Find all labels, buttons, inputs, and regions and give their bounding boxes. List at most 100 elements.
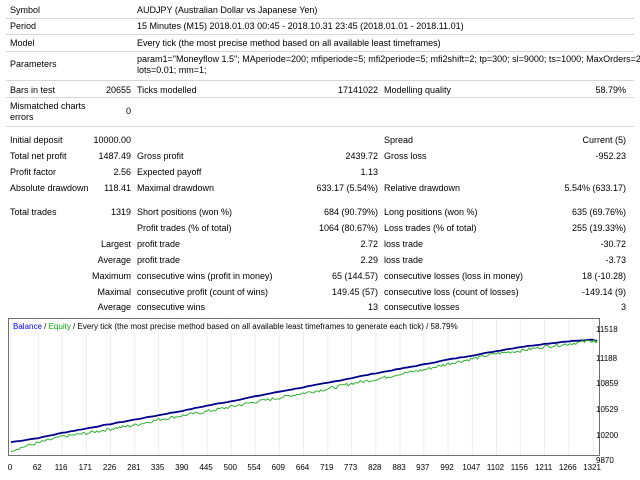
x-tick-label: 609 (271, 463, 285, 472)
mismatch-label-1: Mismatched charts (10, 101, 86, 111)
profit-trades-label: Profit trades (% of total) (137, 223, 232, 233)
period-value: 15 Minutes (M15) 2018.01.03 00:45 - 2018… (137, 21, 464, 31)
model-label: Model (10, 38, 35, 48)
ticks-value: 17141022 (337, 85, 378, 95)
y-tick-label: 10529 (596, 405, 619, 414)
profit-trades-value: 1064 (80.67%) (318, 223, 378, 233)
gross-profit-value: 2439.72 (345, 151, 378, 161)
average-label: Average (97, 255, 131, 265)
row-divider (6, 34, 634, 35)
largest-label: Largest (100, 239, 131, 249)
short-positions-label: Short positions (won %) (137, 207, 233, 217)
maximum-label: Maximum (91, 271, 131, 281)
long-positions-value: 635 (69.76%) (571, 207, 626, 217)
legend-description: / Every tick (the most precise method ba… (70, 322, 458, 331)
x-tick-label: 500 (223, 463, 237, 472)
ticks-label: Ticks modelled (137, 85, 197, 95)
expected-payoff-label: Expected payoff (137, 167, 202, 177)
mismatch-value: 0 (125, 106, 131, 116)
x-tick-label: 281 (127, 463, 141, 472)
net-profit-value: 1487.49 (98, 151, 131, 161)
x-tick-label: 1211 (534, 463, 553, 472)
y-tick-label: 10200 (596, 431, 619, 440)
maximal-drawdown-label: Maximal drawdown (137, 183, 215, 193)
net-profit-label: Total net profit (10, 151, 67, 161)
parameters-label: Parameters (10, 59, 57, 69)
parameters-line-2: lots=0.01; mm=1; (137, 65, 207, 75)
row-divider (6, 51, 634, 52)
average-consecutive-wins-label: consecutive wins (137, 302, 206, 312)
symbol-value: AUDJPY (Australian Dollar vs Japanese Ye… (137, 5, 318, 15)
long-positions-label: Long positions (won %) (384, 207, 478, 217)
y-tick-label: 10859 (596, 379, 619, 388)
x-tick-label: 1321 (583, 463, 601, 472)
x-tick-label: 0 (7, 463, 13, 472)
relative-drawdown-value: 5.54% (633.17) (564, 183, 626, 193)
average-consecutive-wins-value: 13 (367, 302, 378, 312)
largest-loss-value: -30.72 (600, 239, 626, 249)
quality-value: 58.79% (595, 85, 626, 95)
x-tick-label: 664 (295, 463, 310, 472)
chart-plot (10, 319, 598, 455)
spread-value: Current (5) (582, 135, 626, 145)
legend-balance: Balance (13, 322, 42, 331)
x-tick-label: 1102 (486, 463, 505, 472)
initial-deposit-value: 10000.00 (93, 135, 131, 145)
absolute-drawdown-value: 118.41 (104, 183, 131, 193)
largest-profit-value: 2.72 (360, 239, 378, 249)
chart-legend: Balance / Equity / Every tick (the most … (13, 321, 458, 332)
balance-line (10, 338, 598, 443)
loss-trades-label: Loss trades (% of total) (384, 223, 477, 233)
gross-profit-label: Gross profit (137, 151, 184, 161)
gross-loss-label: Gross loss (384, 151, 427, 161)
x-tick-label: 719 (320, 463, 334, 472)
initial-deposit-label: Initial deposit (10, 135, 63, 145)
x-tick-label: 828 (368, 463, 382, 472)
x-tick-label: 883 (392, 463, 406, 472)
model-value: Every tick (the most precise method base… (137, 38, 441, 48)
bars-value: 20655 (105, 85, 131, 95)
average-consecutive-label: Average (97, 302, 131, 312)
average-loss-label: loss trade (384, 255, 424, 265)
relative-drawdown-label: Relative drawdown (384, 183, 461, 193)
total-trades-value: 1319 (110, 207, 131, 217)
maximal-drawdown-value: 633.17 (5.54%) (316, 183, 378, 193)
maximal-consecutive-profit-value: 149.45 (57) (331, 287, 378, 297)
equity-line (10, 338, 598, 453)
y-tick-label: 11518 (596, 325, 618, 334)
y-tick-label: 9870 (596, 456, 614, 465)
x-tick-label: 335 (150, 463, 165, 472)
bars-label: Bars in test (10, 85, 56, 95)
max-consecutive-wins-value: 65 (144.57) (331, 271, 378, 281)
row-divider (6, 18, 634, 19)
average-consecutive-losses-label: consecutive losses (384, 302, 460, 312)
maximal-label: Maximal (97, 287, 131, 297)
quality-label: Modelling quality (384, 85, 452, 95)
profit-factor-label: Profit factor (10, 167, 57, 177)
x-tick-label: 62 (32, 463, 42, 472)
largest-loss-label: loss trade (384, 239, 424, 249)
absolute-drawdown-label: Absolute drawdown (10, 183, 89, 193)
average-profit-label: profit trade (137, 255, 181, 265)
total-trades-label: Total trades (10, 207, 57, 217)
short-positions-value: 684 (90.79%) (323, 207, 378, 217)
row-divider (6, 80, 634, 81)
largest-profit-label: profit trade (137, 239, 181, 249)
profit-factor-value: 2.56 (113, 167, 131, 177)
loss-trades-value: 255 (19.33%) (571, 223, 626, 233)
average-profit-value: 2.29 (360, 255, 378, 265)
max-consecutive-losses-value: 18 (-10.28) (581, 271, 626, 281)
x-tick-label: 1266 (558, 463, 577, 472)
mismatch-label-2: errors (10, 112, 34, 122)
x-tick-label: 116 (54, 463, 68, 472)
maximal-consecutive-loss-label: consecutive loss (count of losses) (384, 287, 519, 297)
x-tick-label: 1156 (510, 463, 528, 472)
maximal-consecutive-profit-label: consecutive profit (count of wins) (137, 287, 269, 297)
expected-payoff-value: 1.13 (360, 167, 378, 177)
x-tick-label: 992 (440, 463, 454, 472)
max-consecutive-wins-label: consecutive wins (profit in money) (137, 271, 273, 281)
average-consecutive-losses-value: 3 (620, 302, 626, 312)
x-tick-label: 171 (78, 463, 93, 472)
legend-equity: Equity (48, 322, 71, 331)
spread-label: Spread (384, 135, 414, 145)
